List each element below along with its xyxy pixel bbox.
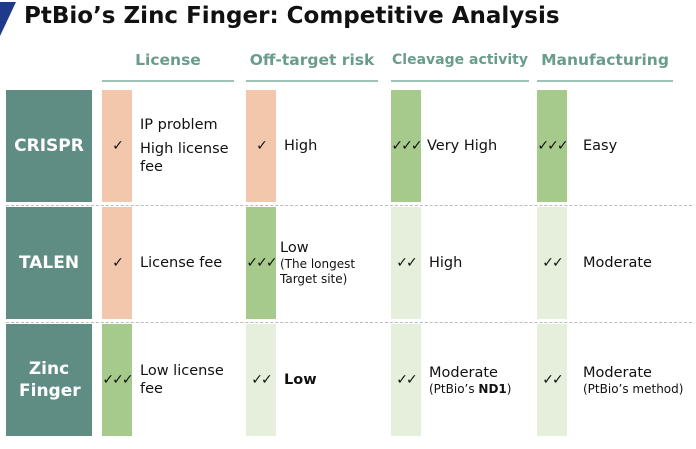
check-icon: ✓✓✓ [246, 255, 277, 271]
cell-subtext: (The longest Target site) [280, 257, 356, 286]
rating-bar [102, 207, 132, 319]
rating-bar [391, 207, 421, 319]
check-icon: ✓✓ [251, 372, 272, 388]
row-separator [6, 322, 692, 323]
column-header-cleavage-activity: Cleavage activity [391, 50, 529, 82]
cell-text: IP problem [140, 117, 218, 133]
check-icon: ✓✓ [542, 255, 563, 271]
table-cell: ✓ License fee [102, 207, 240, 319]
table-cell: ✓ High [246, 90, 384, 202]
cell-text: Moderate [429, 364, 498, 381]
rating-bar [246, 324, 276, 436]
rating-bar [537, 90, 567, 202]
rating-bar [391, 324, 421, 436]
table-cell: ✓✓✓ Low (The longest Target site) [246, 207, 384, 319]
row-label-talen: TALEN [6, 207, 92, 319]
check-icon: ✓✓✓ [102, 372, 133, 388]
check-icon: ✓✓ [396, 372, 417, 388]
table-cell: ✓ IP problem High license fee [102, 90, 240, 202]
table-cell: ✓✓ Moderate [537, 207, 687, 319]
table-cell: ✓✓ Low [246, 324, 384, 436]
rating-bar [102, 324, 132, 436]
cell-text: Moderate [583, 364, 652, 381]
check-icon: ✓✓✓ [391, 138, 422, 154]
table-cell: ✓✓ High [391, 207, 531, 319]
column-header-off-target-risk: Off-target risk [246, 50, 378, 82]
cell-subtext: (PtBio’s ND1) [429, 381, 512, 396]
rating-bar [537, 324, 567, 436]
check-icon: ✓ [112, 138, 124, 154]
check-icon: ✓✓ [542, 372, 563, 388]
row-label-crispr: CRISPR [6, 90, 92, 202]
check-icon: ✓✓✓ [537, 138, 568, 154]
check-icon: ✓✓ [396, 255, 417, 271]
check-icon: ✓ [256, 138, 268, 154]
cell-subtext: (PtBio’s method) [583, 381, 684, 396]
table-cell: ✓✓ Moderate (PtBio’s ND1) [391, 324, 533, 436]
cell-text: Moderate [583, 255, 652, 271]
cell-text: High [429, 255, 463, 271]
cell-text: Very High [427, 138, 498, 154]
rating-bar [246, 90, 276, 202]
table-cell: ✓✓✓ Low license fee [102, 324, 240, 436]
page-title: PtBio’s Zinc Finger: Competitive Analysi… [24, 3, 560, 29]
table-cell: ✓✓✓ Easy [537, 90, 687, 202]
cell-text: Easy [583, 138, 618, 154]
rating-bar [391, 90, 421, 202]
row-label-zinc-finger: Zinc Finger [6, 324, 92, 436]
column-header-manufacturing: Manufacturing [537, 50, 673, 82]
check-icon: ✓ [112, 255, 124, 271]
cell-text: Low [284, 372, 317, 388]
rating-bar [537, 207, 567, 319]
rating-bar [246, 207, 276, 319]
title-accent-bar [0, 2, 16, 36]
table-cell: ✓✓ Moderate (PtBio’s method) [537, 324, 692, 436]
row-separator [6, 205, 692, 206]
cell-text: License fee [140, 255, 223, 271]
cell-text: Low license fee [140, 363, 224, 397]
rating-bar [102, 90, 132, 202]
cell-text: High [284, 138, 318, 154]
table-cell: ✓✓✓ Very High [391, 90, 531, 202]
column-header-license: License [102, 50, 234, 82]
cell-text: Low [280, 240, 309, 256]
cell-text: High license fee [140, 141, 229, 175]
